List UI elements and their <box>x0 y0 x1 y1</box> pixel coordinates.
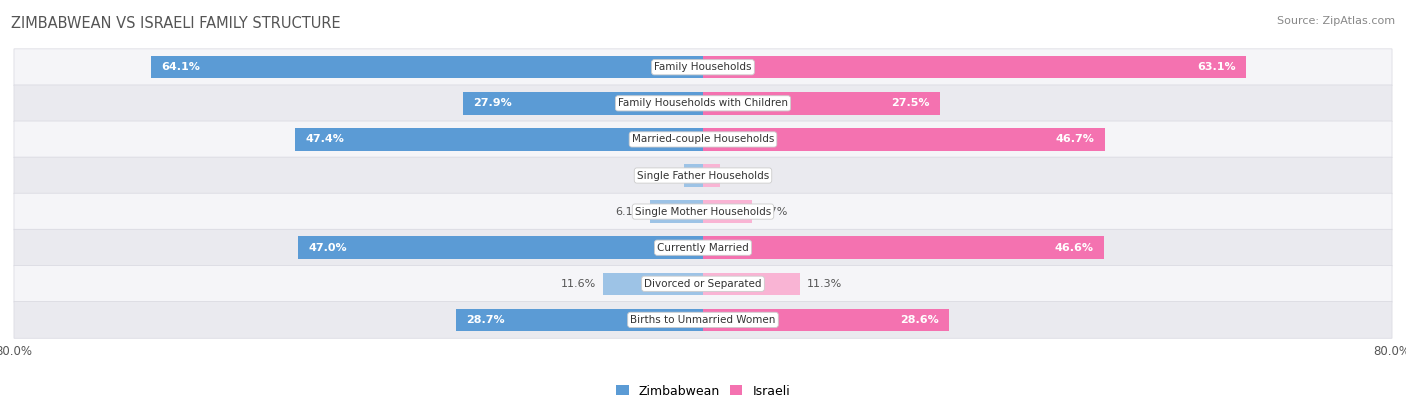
FancyBboxPatch shape <box>14 193 1392 230</box>
Text: 11.3%: 11.3% <box>807 279 842 289</box>
Text: ZIMBABWEAN VS ISRAELI FAMILY STRUCTURE: ZIMBABWEAN VS ISRAELI FAMILY STRUCTURE <box>11 16 340 31</box>
Text: 47.4%: 47.4% <box>305 134 344 145</box>
Text: 27.9%: 27.9% <box>472 98 512 108</box>
Text: Source: ZipAtlas.com: Source: ZipAtlas.com <box>1277 16 1395 26</box>
Text: 46.7%: 46.7% <box>1056 134 1095 145</box>
Bar <box>703 56 1246 79</box>
Text: Single Mother Households: Single Mother Households <box>636 207 770 216</box>
Bar <box>685 164 703 187</box>
FancyBboxPatch shape <box>14 265 1392 302</box>
Text: Family Households: Family Households <box>654 62 752 72</box>
Bar <box>456 308 703 331</box>
Text: 5.7%: 5.7% <box>759 207 787 216</box>
FancyBboxPatch shape <box>14 301 1392 338</box>
Text: 46.6%: 46.6% <box>1054 243 1094 253</box>
Bar <box>703 200 752 223</box>
Text: 6.1%: 6.1% <box>616 207 644 216</box>
Text: Single Father Households: Single Father Households <box>637 171 769 181</box>
Bar <box>651 200 703 223</box>
Text: 27.5%: 27.5% <box>891 98 929 108</box>
Text: Married-couple Households: Married-couple Households <box>631 134 775 145</box>
FancyBboxPatch shape <box>14 157 1392 194</box>
Text: 28.6%: 28.6% <box>900 315 939 325</box>
Bar <box>298 237 703 259</box>
FancyBboxPatch shape <box>14 49 1392 86</box>
Text: Divorced or Separated: Divorced or Separated <box>644 279 762 289</box>
Bar <box>703 237 1104 259</box>
Text: Births to Unmarried Women: Births to Unmarried Women <box>630 315 776 325</box>
Text: Family Households with Children: Family Households with Children <box>619 98 787 108</box>
Bar <box>150 56 703 79</box>
Text: Currently Married: Currently Married <box>657 243 749 253</box>
FancyBboxPatch shape <box>14 229 1392 266</box>
Bar <box>463 92 703 115</box>
Text: 64.1%: 64.1% <box>162 62 200 72</box>
Bar <box>703 308 949 331</box>
Bar <box>295 128 703 150</box>
Bar <box>703 92 939 115</box>
Text: 63.1%: 63.1% <box>1198 62 1236 72</box>
FancyBboxPatch shape <box>14 121 1392 158</box>
Text: 47.0%: 47.0% <box>308 243 347 253</box>
Bar <box>703 273 800 295</box>
Bar <box>603 273 703 295</box>
Text: 28.7%: 28.7% <box>467 315 505 325</box>
Legend: Zimbabwean, Israeli: Zimbabwean, Israeli <box>616 385 790 395</box>
Text: 11.6%: 11.6% <box>561 279 596 289</box>
FancyBboxPatch shape <box>14 85 1392 122</box>
Bar <box>703 164 720 187</box>
Text: 2.0%: 2.0% <box>727 171 755 181</box>
Bar <box>703 128 1105 150</box>
Text: 2.2%: 2.2% <box>648 171 678 181</box>
